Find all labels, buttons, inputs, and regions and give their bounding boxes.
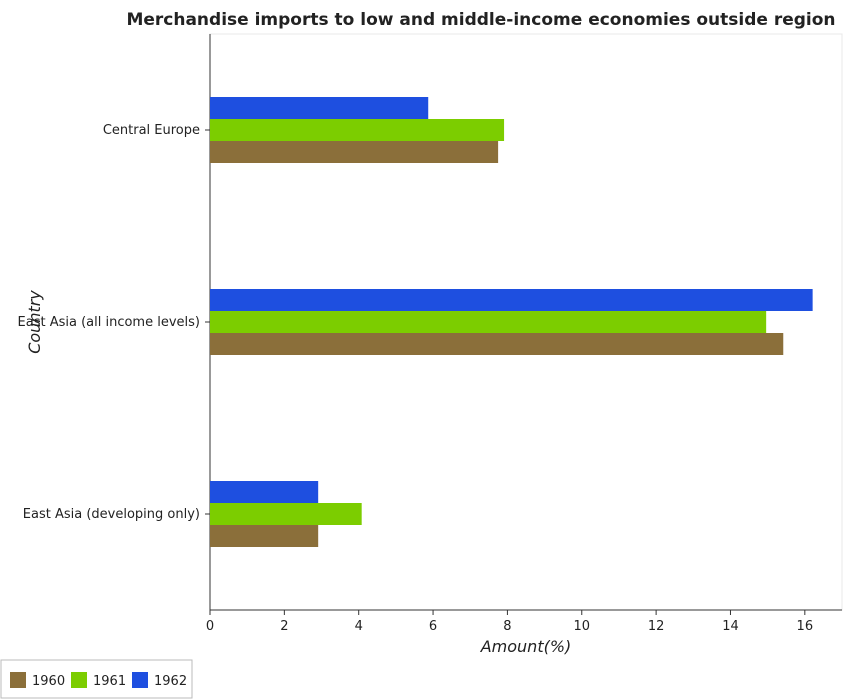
x-tick-label: 2	[280, 619, 288, 634]
x-tick-label: 4	[355, 619, 363, 634]
legend-label-1961: 1961	[93, 674, 126, 689]
bar-1961-0	[210, 119, 505, 141]
bars-group	[210, 97, 813, 547]
legend-swatch-1961	[71, 672, 87, 688]
y-tick-label: Central Europe	[103, 123, 200, 138]
y-axis-label: Country	[25, 290, 44, 354]
y-tick-label: East Asia (all income levels)	[18, 315, 200, 330]
y-ticks-group: Central Europe East Asia (all income leve…	[18, 123, 210, 522]
x-tick-label: 8	[503, 619, 511, 634]
bar-1960-1	[210, 333, 784, 355]
x-tick-label: 0	[206, 619, 214, 634]
legend-swatch-1960	[10, 672, 26, 688]
x-ticks-group: 0 2 4 6 8 10 12 14 16	[206, 610, 813, 634]
bar-1960-2	[210, 525, 319, 547]
legend-box	[0, 659, 193, 699]
x-tick-label: 12	[648, 619, 665, 634]
bar-1961-1	[210, 311, 767, 333]
bar-1960-0	[210, 141, 499, 163]
x-tick-label: 14	[722, 619, 739, 634]
bar-1961-2	[210, 503, 362, 525]
bar-1962-2	[210, 481, 319, 503]
x-tick-label: 10	[573, 619, 590, 634]
legend-label-1960: 1960	[32, 674, 65, 689]
legend: 1960 1961 1962	[0, 659, 193, 699]
legend-swatch-1962	[132, 672, 148, 688]
x-tick-label: 16	[797, 619, 814, 634]
x-tick-label: 6	[429, 619, 437, 634]
bar-1962-0	[210, 97, 429, 119]
x-axis-label: Amount(%)	[480, 637, 572, 656]
y-tick-label: East Asia (developing only)	[23, 507, 200, 522]
legend-label-1962: 1962	[154, 674, 187, 689]
chart-title: Merchandise imports to low and middle-in…	[126, 10, 835, 30]
bar-1962-1	[210, 289, 813, 311]
